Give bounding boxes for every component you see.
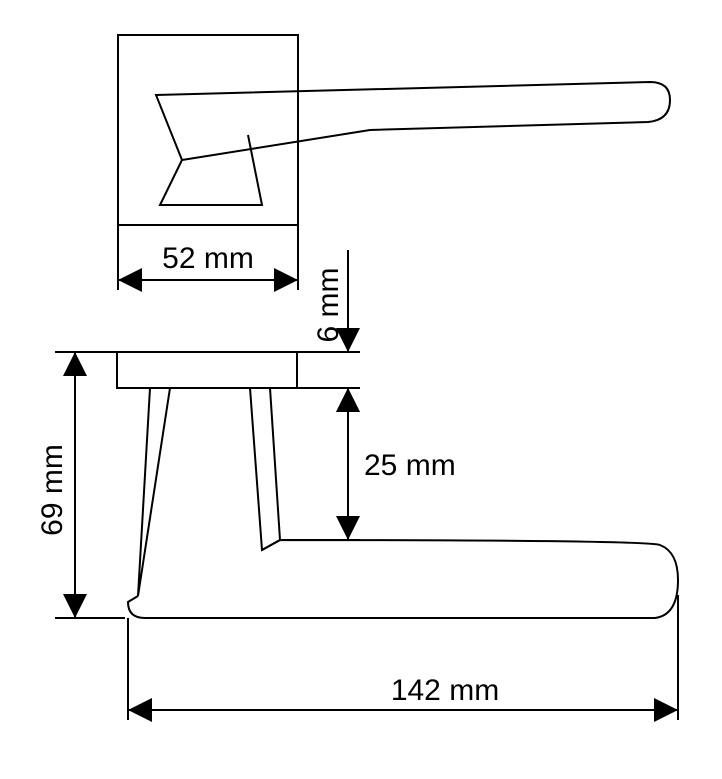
side-plate	[117, 352, 297, 388]
side-prong-left	[138, 388, 170, 596]
side-handle	[128, 540, 678, 618]
dim-69-label: 69 mm	[36, 444, 69, 536]
side-prong-right	[250, 388, 280, 550]
dim-25	[280, 388, 360, 540]
dim-25-label: 25 mm	[364, 449, 456, 482]
dim-142-label: 142 mm	[391, 674, 499, 707]
top-view	[118, 35, 670, 225]
dim-52-label: 52 mm	[162, 242, 254, 275]
side-view	[117, 352, 678, 618]
dim-6-label: 6 mm	[312, 268, 345, 343]
technical-drawing: 52 mm 6 mm 25 mm 69 mm 142 mm	[0, 0, 722, 779]
top-plate	[118, 35, 298, 225]
top-lever	[156, 82, 670, 160]
